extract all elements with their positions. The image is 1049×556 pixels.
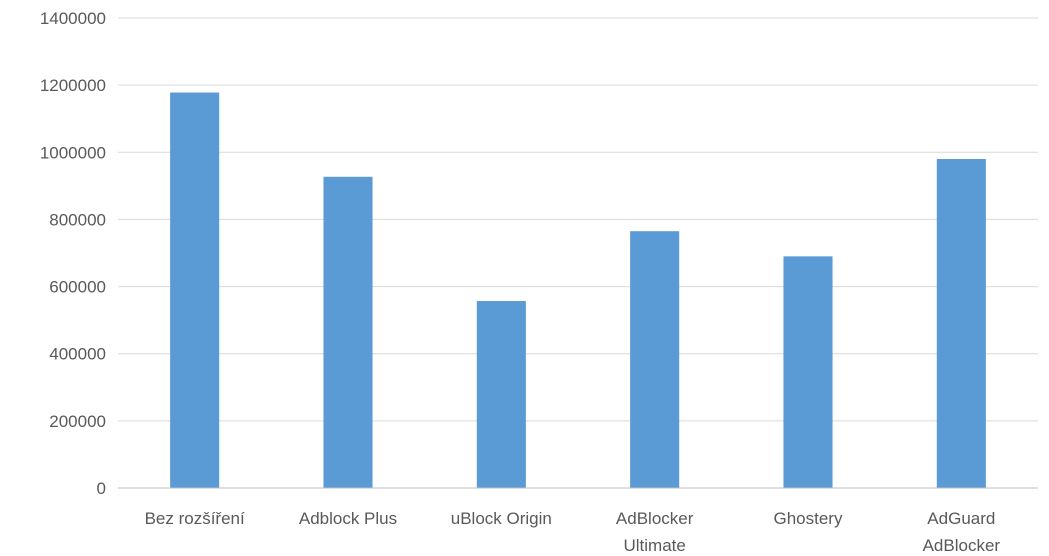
gridlines [118, 17, 1038, 422]
bar [936, 159, 986, 488]
x-category-label: Bez rozšíření [145, 509, 245, 528]
y-tick-label: 0 [97, 479, 106, 498]
bar [630, 231, 680, 488]
bar [323, 176, 373, 489]
bar [783, 256, 833, 488]
y-tick-label: 600000 [49, 278, 106, 297]
x-category-label: AdBlocker Ultimate [616, 509, 694, 555]
bar [170, 92, 220, 489]
x-category-label: Adblock Plus [299, 509, 397, 528]
x-category-label: uBlock Origin [451, 509, 552, 528]
y-tick-label: 200000 [49, 412, 106, 431]
bars [170, 92, 986, 489]
y-tick-label: 1000000 [40, 143, 106, 162]
y-tick-label: 1200000 [40, 76, 106, 95]
x-category-label: AdGuard AdBlocker [923, 509, 1001, 555]
y-axis-tick-labels: 0 200000 400000 600000 800000 1000000 1200000 1… [40, 9, 106, 498]
bar [476, 301, 526, 488]
y-tick-label: 400000 [49, 345, 106, 364]
x-axis-category-labels: Bez rozšíření Adblock Plus uBlock Origin Ad… [145, 509, 1001, 555]
x-category-label: Ghostery [774, 509, 843, 528]
y-tick-label: 800000 [49, 210, 106, 229]
y-tick-label: 1400000 [40, 9, 106, 28]
